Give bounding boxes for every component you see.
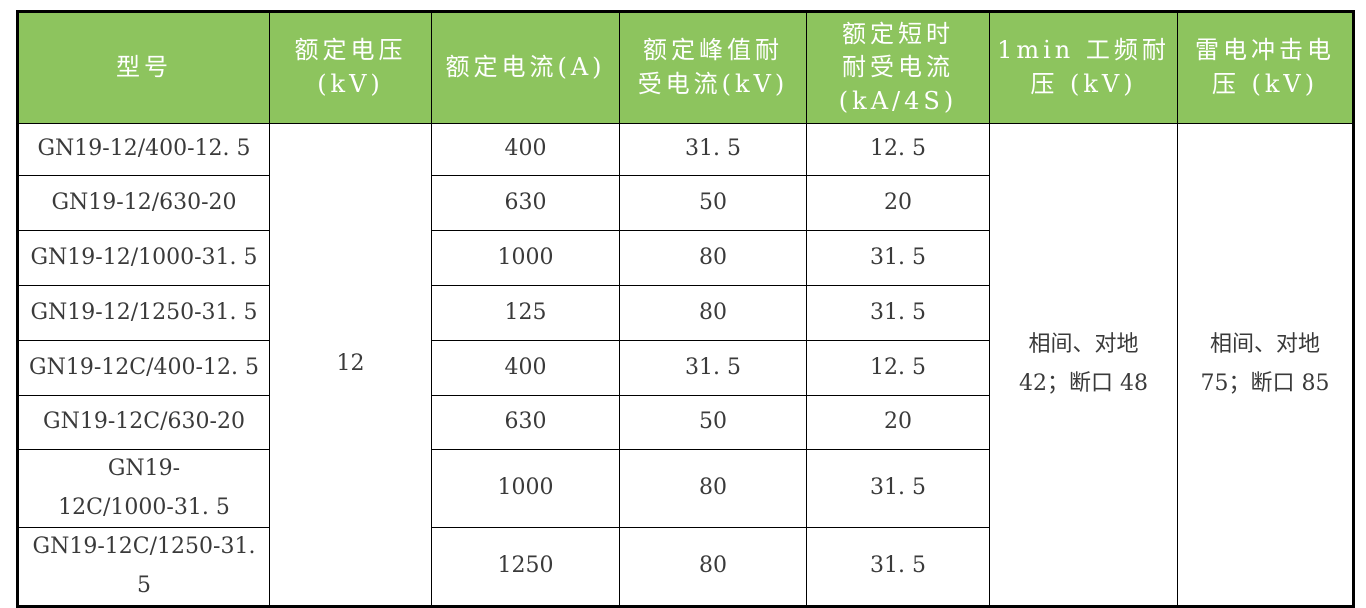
model-cell: GN19-12C/400-12. 5 [17,340,270,396]
peak-cell: 80 [619,527,807,607]
model-cell: GN19- 12C/1000-31. 5 [17,449,270,528]
short-time-cell: 12. 5 [806,123,990,176]
header-power-frequency-withstand: 1min 工频耐 压 (kV) [989,11,1178,124]
peak-cell: 80 [619,285,807,341]
current-cell: 125 [431,285,620,341]
model-cell: GN19-12/400-12. 5 [17,123,270,176]
header-row: 型号 额定电压 (kV) 额定电流(A) 额定峰值耐 受电流(kV) 额定短时 … [17,11,1354,124]
table-row: GN19-12C/400-12. 5 400 31. 5 12. 5 [17,340,1354,396]
model-cell: GN19-12/630-20 [17,175,270,231]
short-time-cell: 31. 5 [806,449,990,528]
current-cell: 1000 [431,230,620,286]
short-time-cell: 31. 5 [806,230,990,286]
model-cell: GN19-12C/630-20 [17,395,270,450]
short-time-cell: 20 [806,175,990,231]
current-cell: 400 [431,340,620,396]
table-row: GN19-12/400-12. 5 12 400 31. 5 12. 5 相间、… [17,123,1354,607]
header-lightning-impulse: 雷电冲击电 压 (kV) [1177,11,1354,124]
short-time-cell: 20 [806,395,990,450]
model-cell: GN19-12/1250-31. 5 [17,285,270,341]
table-row: GN19-12/1000-31. 5 1000 80 31. 5 [17,230,1354,286]
current-cell: 1000 [431,449,620,528]
current-cell: 630 [431,175,620,231]
table-row: GN19-12/630-20 630 50 20 [17,175,1354,231]
current-cell: 400 [431,123,620,176]
peak-cell: 50 [619,175,807,231]
header-rated-current: 额定电流(A) [431,11,620,124]
table-row: GN19- 12C/1000-31. 5 1000 80 31. 5 [17,449,1354,528]
table-row: GN19-12/1250-31. 5 125 80 31. 5 [17,285,1354,341]
short-time-cell: 31. 5 [806,285,990,341]
header-rated-voltage: 额定电压 (kV) [269,11,432,124]
peak-cell: 31. 5 [619,340,807,396]
lightning-impulse-cell: 相间、对地 75；断口 85 [1177,123,1354,607]
rated-voltage-cell: 12 [269,123,432,607]
table-row: GN19-12C/630-20 630 50 20 [17,395,1354,450]
header-model: 型号 [17,11,270,124]
peak-cell: 31. 5 [619,123,807,176]
peak-cell: 80 [619,449,807,528]
model-cell: GN19-12/1000-31. 5 [17,230,270,286]
peak-cell: 80 [619,230,807,286]
model-cell: GN19-12C/1250-31. 5 [17,527,270,607]
current-cell: 1250 [431,527,620,607]
current-cell: 630 [431,395,620,450]
spec-table: 型号 额定电压 (kV) 额定电流(A) 额定峰值耐 受电流(kV) 额定短时 … [16,10,1355,608]
short-time-cell: 12. 5 [806,340,990,396]
header-short-time-withstand-current: 额定短时 耐受电流 (kA/4S) [806,11,990,124]
short-time-cell: 31. 5 [806,527,990,607]
peak-cell: 50 [619,395,807,450]
power-frequency-withstand-cell: 相间、对地 42；断口 48 [989,123,1178,607]
header-peak-withstand-current: 额定峰值耐 受电流(kV) [619,11,807,124]
spec-table-container: 型号 额定电压 (kV) 额定电流(A) 额定峰值耐 受电流(kV) 额定短时 … [16,10,1355,608]
